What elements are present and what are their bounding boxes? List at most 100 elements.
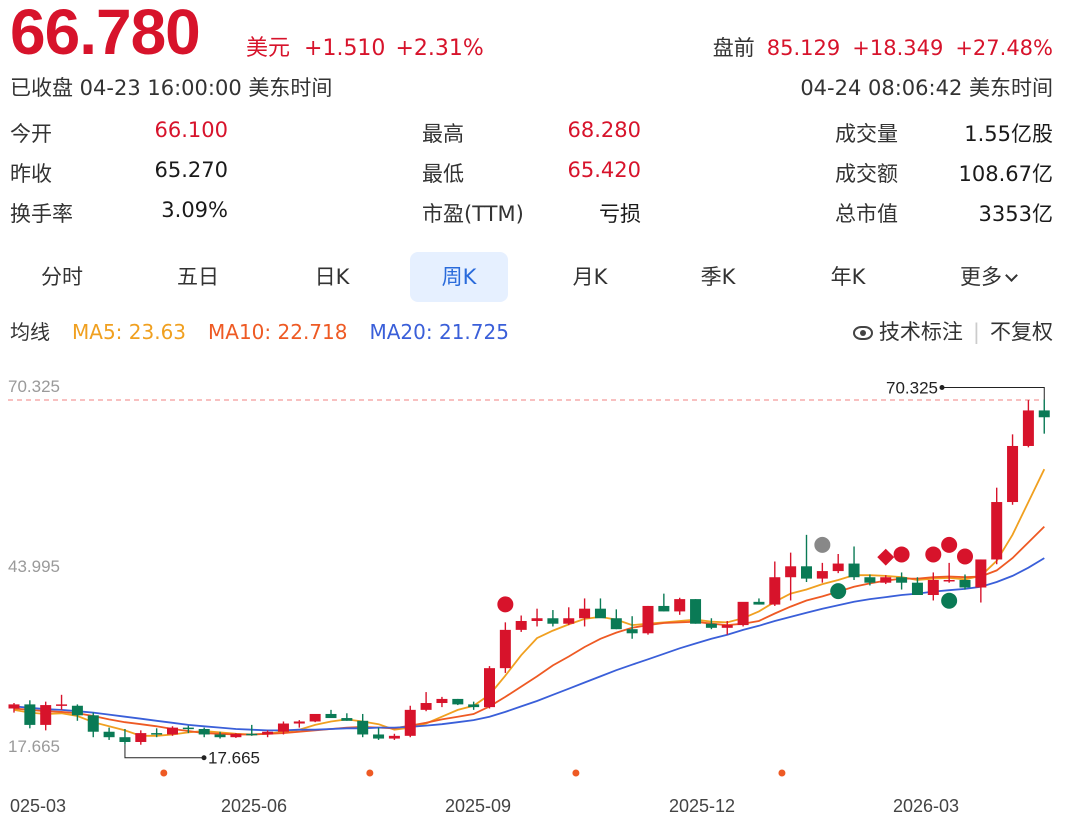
ma10-value: MA10: 22.718: [208, 320, 348, 344]
tab-label: 分时: [41, 265, 83, 289]
y-tick-label: 17.665: [8, 737, 60, 756]
tab-label: 年K: [830, 265, 866, 289]
tab-label: 日K: [314, 265, 350, 289]
candle-body: [499, 629, 511, 669]
min-callout-line: [124, 744, 204, 759]
candle-body: [658, 605, 670, 612]
market-status: 已收盘 04-23 16:00:00 美东时间: [10, 76, 333, 100]
min-price-label: 17.665: [208, 749, 260, 768]
premarket-time: 04-24 08:06:42 美东时间: [800, 76, 1053, 100]
divider: |: [972, 320, 980, 344]
candle-body: [531, 618, 543, 621]
candle-body: [293, 721, 305, 724]
candle-body: [262, 731, 274, 735]
y-tick-label: 70.325: [8, 377, 60, 396]
stat-label: 换手率: [10, 202, 73, 226]
candle-body: [8, 704, 20, 709]
tech-annotation-toggle[interactable]: 技术标注: [852, 320, 963, 344]
candle-body: [563, 618, 575, 624]
signal-dot: [814, 536, 831, 553]
ma20-line: [13, 557, 1045, 732]
stat-value: 68.280: [567, 118, 641, 142]
candle-body: [690, 599, 702, 624]
stat-value: 66.100: [154, 118, 228, 142]
ma-title[interactable]: 均线: [10, 320, 50, 344]
candle-body: [991, 502, 1003, 560]
candle-body: [420, 703, 432, 710]
ma5-value: MA5: 23.63: [72, 320, 187, 344]
stat-label: 昨收: [10, 162, 52, 186]
premarket-price: 85.129: [766, 36, 841, 60]
candle-body: [705, 623, 717, 628]
ma20-value: MA20: 21.725: [369, 320, 509, 344]
x-tick-label: 2025-06: [221, 796, 287, 816]
candle-body: [642, 605, 654, 634]
candle-body: [626, 629, 638, 634]
max-price-label: 70.325: [886, 378, 938, 397]
tab-6[interactable]: 年K: [799, 252, 897, 302]
candle-body: [373, 734, 385, 739]
candle-body: [959, 579, 971, 588]
x-tick-label: 025-03: [10, 796, 66, 816]
tab-4[interactable]: 月K: [541, 252, 639, 302]
candlestick-chart[interactable]: 70.325 43.995 17.665 70.325 17.665 025-03 2025…: [0, 360, 1080, 831]
signal-dot: [941, 536, 958, 553]
tab-0[interactable]: 分时: [13, 252, 111, 302]
candle-body: [579, 608, 591, 619]
candle-body: [452, 698, 464, 705]
adjust-toggle[interactable]: 不复权: [990, 320, 1053, 344]
candle-body: [943, 579, 955, 582]
candle-body: [151, 733, 163, 735]
candle-body: [87, 715, 99, 732]
candle-body: [388, 735, 400, 739]
candle-body: [167, 727, 178, 735]
candle-body: [1007, 445, 1019, 503]
tab-2[interactable]: 日K: [283, 252, 381, 302]
candle-body: [468, 704, 480, 708]
currency-label: 美元: [246, 36, 291, 61]
candle-body: [896, 577, 908, 583]
stat-label: 市盈(TTM): [422, 202, 524, 226]
candle-body: [927, 579, 939, 596]
candle-body: [309, 713, 321, 722]
last-price: 66.780: [10, 0, 201, 68]
tab-7[interactable]: 更多: [939, 252, 1037, 302]
ma5-line: [13, 468, 1046, 737]
ma-legend: 均线 MA5: 23.63 MA10: 22.718 MA20: 21.725: [10, 316, 531, 345]
candle-body: [801, 566, 812, 579]
max-callout-line: [942, 386, 1045, 400]
tab-1[interactable]: 五日: [149, 252, 247, 302]
candle-body: [832, 563, 844, 572]
chart-options: 技术标注 | 不复权: [852, 316, 1053, 346]
signal-dot: [497, 596, 514, 613]
candle-body: [880, 577, 892, 583]
premarket-label: 盘前: [712, 36, 755, 60]
candle-body: [198, 728, 210, 735]
tab-label: 月K: [572, 265, 608, 289]
event-dot: [366, 769, 374, 777]
tab-5[interactable]: 季K: [669, 252, 767, 302]
tab-3[interactable]: 周K: [410, 252, 508, 302]
candle-body: [547, 618, 559, 624]
candle-body: [357, 720, 369, 735]
candle-body: [24, 704, 36, 725]
candle-body: [864, 577, 876, 583]
signal-dot: [893, 546, 910, 563]
stat-value: 65.420: [567, 158, 641, 182]
event-dot: [572, 769, 580, 777]
eye-icon: [852, 326, 873, 340]
stat-value: 108.67亿: [958, 162, 1053, 186]
min-callout-dot: [201, 755, 207, 761]
signal-dot: [830, 583, 847, 600]
event-dot: [778, 769, 786, 777]
candle-body: [753, 601, 765, 605]
candle-body: [71, 705, 83, 716]
candle-body: [515, 620, 527, 630]
candle-body: [674, 599, 686, 612]
chevron-down-icon: [1005, 269, 1018, 282]
max-callout-dot: [939, 384, 945, 390]
candle-body: [1022, 410, 1034, 446]
signal-dot: [957, 548, 973, 565]
tab-label: 季K: [700, 265, 736, 289]
stats-row: 换手率 3.09% 市盈(TTM) 亏损 总市值 3353亿: [10, 198, 1053, 228]
